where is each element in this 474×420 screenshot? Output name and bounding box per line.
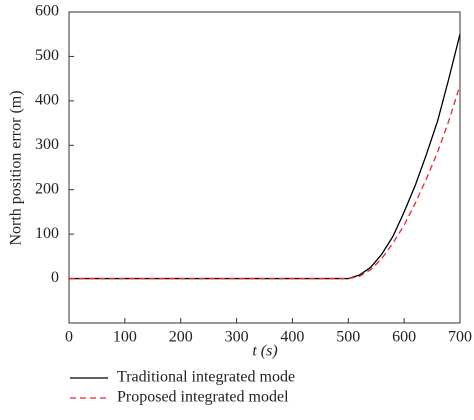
y-tick-label: 500 xyxy=(35,47,59,64)
x-tick-label: 700 xyxy=(448,329,472,346)
y-tick-label: 600 xyxy=(35,3,59,20)
x-tick-label: 200 xyxy=(169,329,193,346)
x-tick-label: 500 xyxy=(336,329,360,346)
y-axis-label: North position error (m) xyxy=(8,90,25,245)
plot-frame xyxy=(68,11,461,324)
x-tick-label: 0 xyxy=(65,329,73,346)
x-tick-label: 300 xyxy=(225,329,249,346)
series-line xyxy=(69,85,461,280)
legend-label: Traditional integrated mode xyxy=(117,369,295,386)
x-tick-label: 600 xyxy=(392,329,416,346)
y-tick-label: 400 xyxy=(35,92,59,109)
legend-label: Proposed integrated model xyxy=(117,389,289,406)
y-tick-label: 100 xyxy=(35,225,59,242)
x-tick-label: 100 xyxy=(113,329,137,346)
y-tick-label: 300 xyxy=(35,136,59,153)
x-tick-label: 400 xyxy=(280,329,304,346)
y-tick-label: 0 xyxy=(51,269,59,286)
series-line xyxy=(69,34,461,280)
x-axis-label: t (s) xyxy=(252,343,277,360)
y-tick-label: 200 xyxy=(35,180,59,197)
